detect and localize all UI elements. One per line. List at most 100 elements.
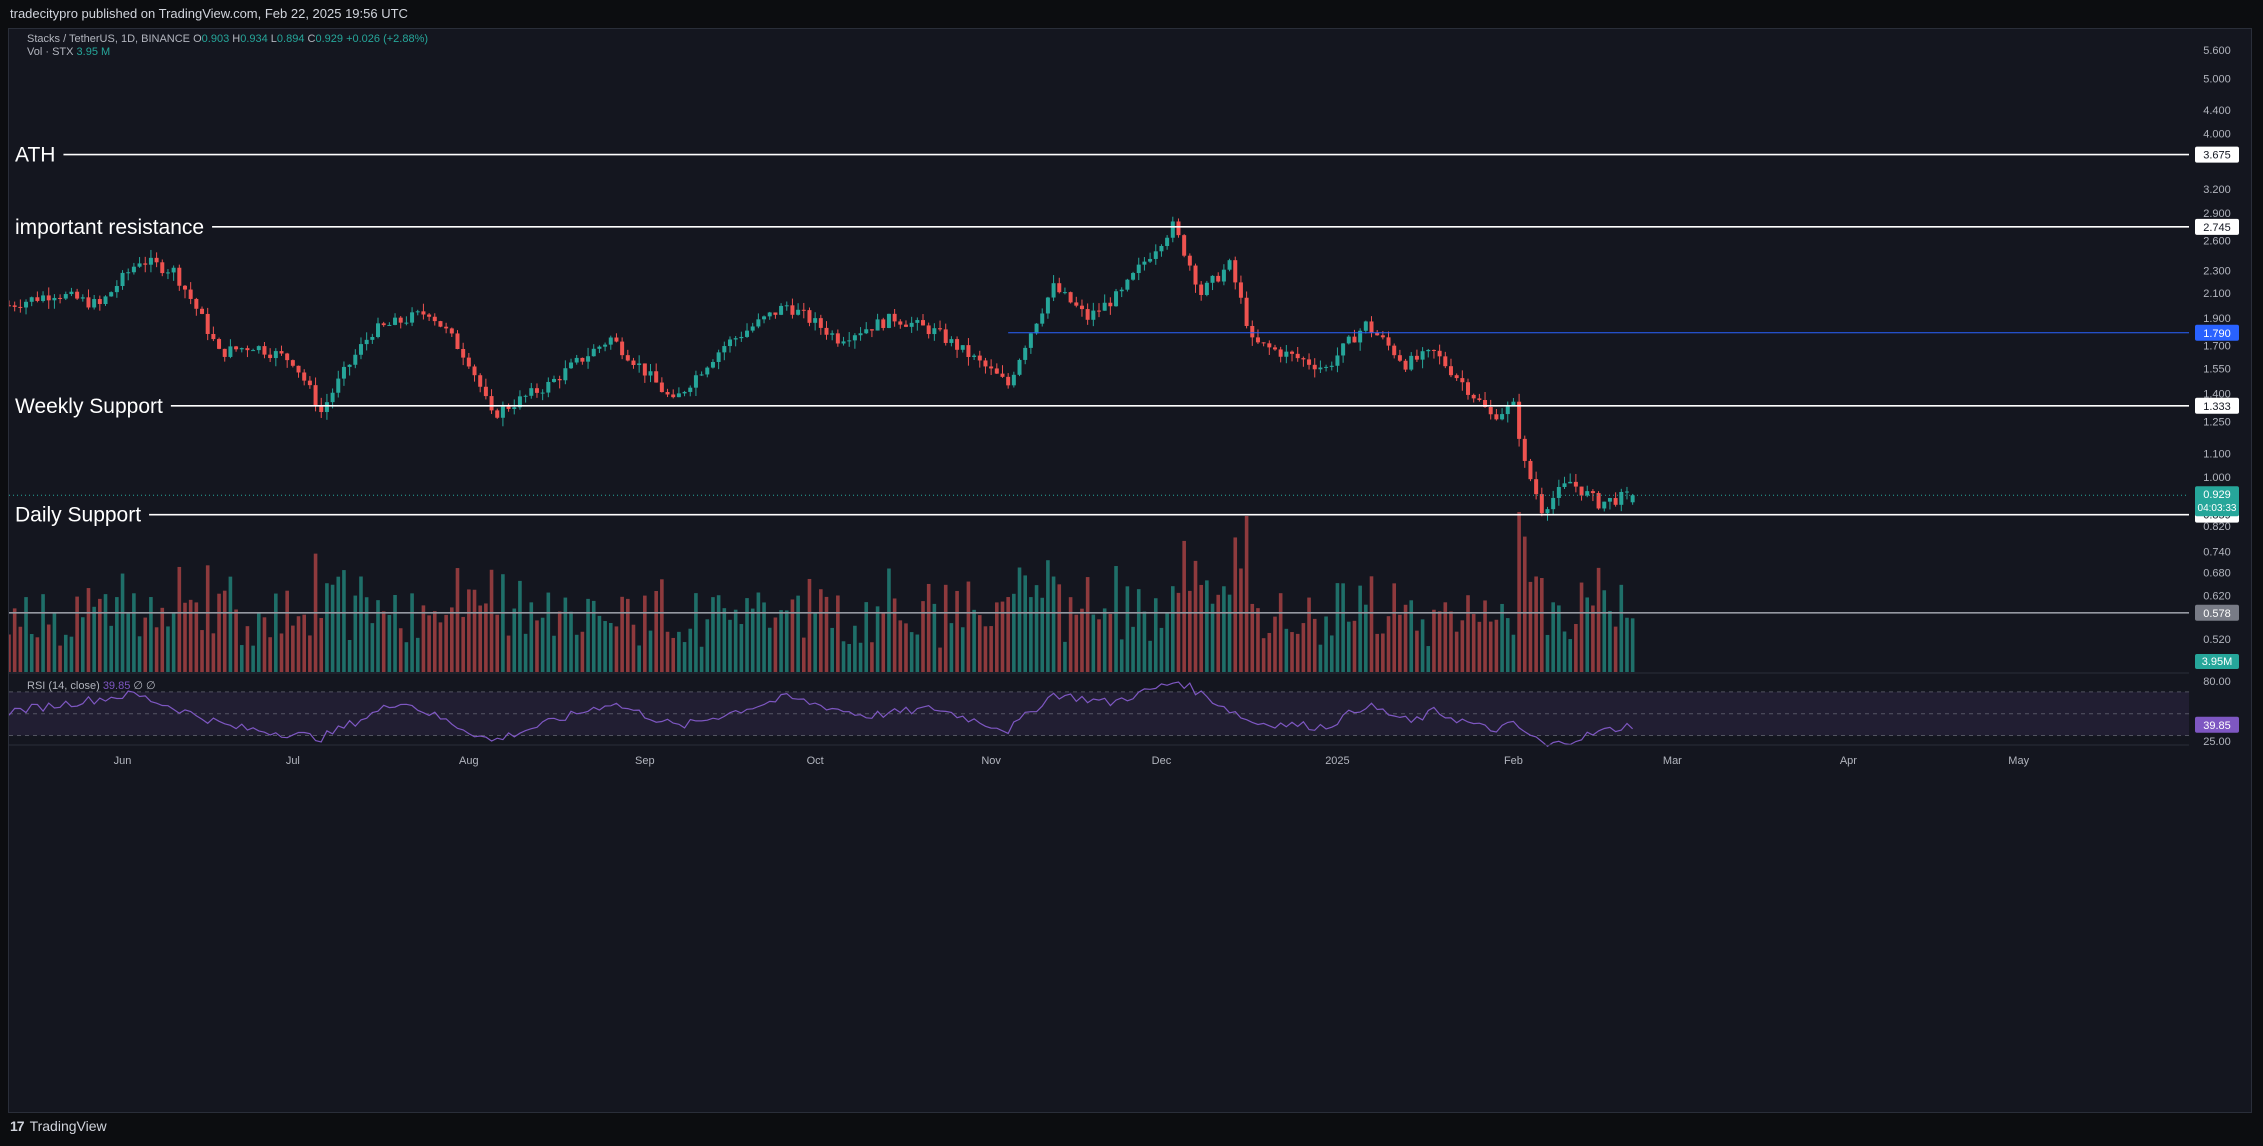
candle-body — [1630, 495, 1635, 503]
publisher-line: tradecitypro published on TradingView.co… — [10, 6, 408, 21]
candle-body — [1216, 275, 1221, 282]
volume-bar — [268, 637, 272, 672]
volume-label: Vol · STX — [27, 46, 74, 58]
candle-body — [432, 316, 437, 322]
volume-bar — [813, 612, 817, 672]
volume-bar — [836, 595, 840, 672]
level-badge — [2195, 397, 2239, 414]
volume-bar — [1352, 620, 1357, 672]
volume-bar — [347, 639, 352, 672]
candle-body — [614, 337, 619, 342]
candle-body — [517, 396, 522, 408]
volume-bar — [1193, 560, 1198, 672]
volume-bar — [1375, 633, 1379, 672]
volume-bar — [1528, 581, 1533, 672]
volume-bar — [773, 617, 778, 672]
price-tick: 0.820 — [2203, 521, 2231, 533]
candles — [9, 216, 1635, 521]
candle-body — [620, 341, 625, 356]
candle-body — [932, 328, 937, 335]
volume-bar — [262, 617, 267, 672]
volume-bar — [228, 576, 233, 672]
price-tick: 1.900 — [2203, 313, 2231, 325]
volume-bar — [853, 625, 857, 672]
volume-bar — [1046, 560, 1050, 672]
volume-bar — [1153, 598, 1158, 672]
candle-body — [563, 368, 568, 381]
candle-body — [977, 355, 982, 361]
candle-body — [211, 333, 216, 340]
volume-bar — [256, 613, 261, 672]
volume-bar — [1210, 603, 1215, 672]
candle-body — [796, 309, 801, 315]
candle-body — [529, 388, 534, 396]
chart-frame[interactable]: ATH 3.675 important resistance 2.745 Weekly … — [8, 28, 2252, 1113]
candle-body — [1511, 401, 1516, 406]
volume-bar — [137, 636, 142, 672]
candle-body — [1500, 414, 1505, 420]
open-label: O — [193, 33, 202, 45]
volume-bar — [245, 626, 250, 672]
volume-bar — [540, 617, 545, 672]
candle-body — [1284, 351, 1289, 357]
volume-bar — [597, 615, 602, 672]
volume-bar — [484, 603, 488, 672]
candle-body — [1142, 261, 1147, 265]
candle-body — [1170, 221, 1175, 238]
volume-bar — [1540, 578, 1544, 672]
price-tick: 2.600 — [2203, 235, 2231, 247]
level-label-daily-support: Daily Support — [15, 504, 141, 527]
volume-bar — [501, 574, 505, 672]
volume-bar — [1068, 597, 1073, 672]
candle-body — [1607, 498, 1612, 502]
candle-body — [1392, 345, 1397, 356]
candle-body — [410, 312, 415, 323]
countdown-text: 04:03:33 — [2198, 503, 2237, 514]
candle-body — [41, 295, 46, 301]
candle-body — [949, 339, 954, 343]
candle-body — [1443, 356, 1448, 367]
price-tick: 3.200 — [2203, 184, 2231, 196]
tradingview-brand: TradingView — [29, 1118, 107, 1134]
volume-bar — [716, 595, 721, 672]
volume-bar — [387, 614, 392, 672]
candle-body — [427, 314, 432, 317]
volume-bar — [92, 606, 96, 672]
candle-body — [279, 351, 284, 354]
volume-bar — [1222, 586, 1226, 672]
volume-bar — [1420, 619, 1425, 672]
candle-body — [1278, 349, 1283, 357]
volume-bar — [1182, 540, 1186, 672]
tradingview-footer[interactable]: 17 TradingView — [10, 1118, 107, 1134]
volume-bar — [1131, 626, 1135, 672]
volume-bar — [1517, 512, 1521, 672]
volume-bar — [1591, 605, 1595, 672]
candle-body — [1040, 313, 1045, 324]
volume-bar — [1625, 617, 1629, 672]
candle-body — [234, 346, 239, 350]
time-tick: Mar — [1663, 755, 1682, 767]
candle-body — [767, 312, 772, 317]
candle-body — [1023, 347, 1028, 360]
candle-body — [1114, 291, 1119, 307]
candle-body — [569, 362, 574, 369]
candlestick-chart[interactable]: ATH 3.675 important resistance 2.745 Weekly … — [9, 29, 2251, 1112]
volume-bar — [512, 608, 517, 672]
volume-bar — [1250, 603, 1255, 672]
volume-bar — [342, 570, 346, 672]
candle-body — [835, 333, 840, 344]
volume-bar — [671, 637, 676, 672]
volume-bar — [1017, 567, 1022, 672]
candle-body — [1187, 255, 1192, 266]
volume-bar — [1278, 593, 1283, 672]
volume-bar — [81, 617, 85, 672]
volume-bar — [302, 614, 307, 672]
volume-bar — [1165, 612, 1169, 672]
volume-bar — [926, 583, 931, 672]
change-value: +0.026 (+2.88%) — [346, 33, 429, 45]
volume-bar — [438, 622, 443, 672]
candle-body — [631, 360, 636, 366]
candle-body — [1420, 351, 1425, 360]
volume-bar — [824, 596, 829, 672]
candle-body — [852, 335, 857, 341]
